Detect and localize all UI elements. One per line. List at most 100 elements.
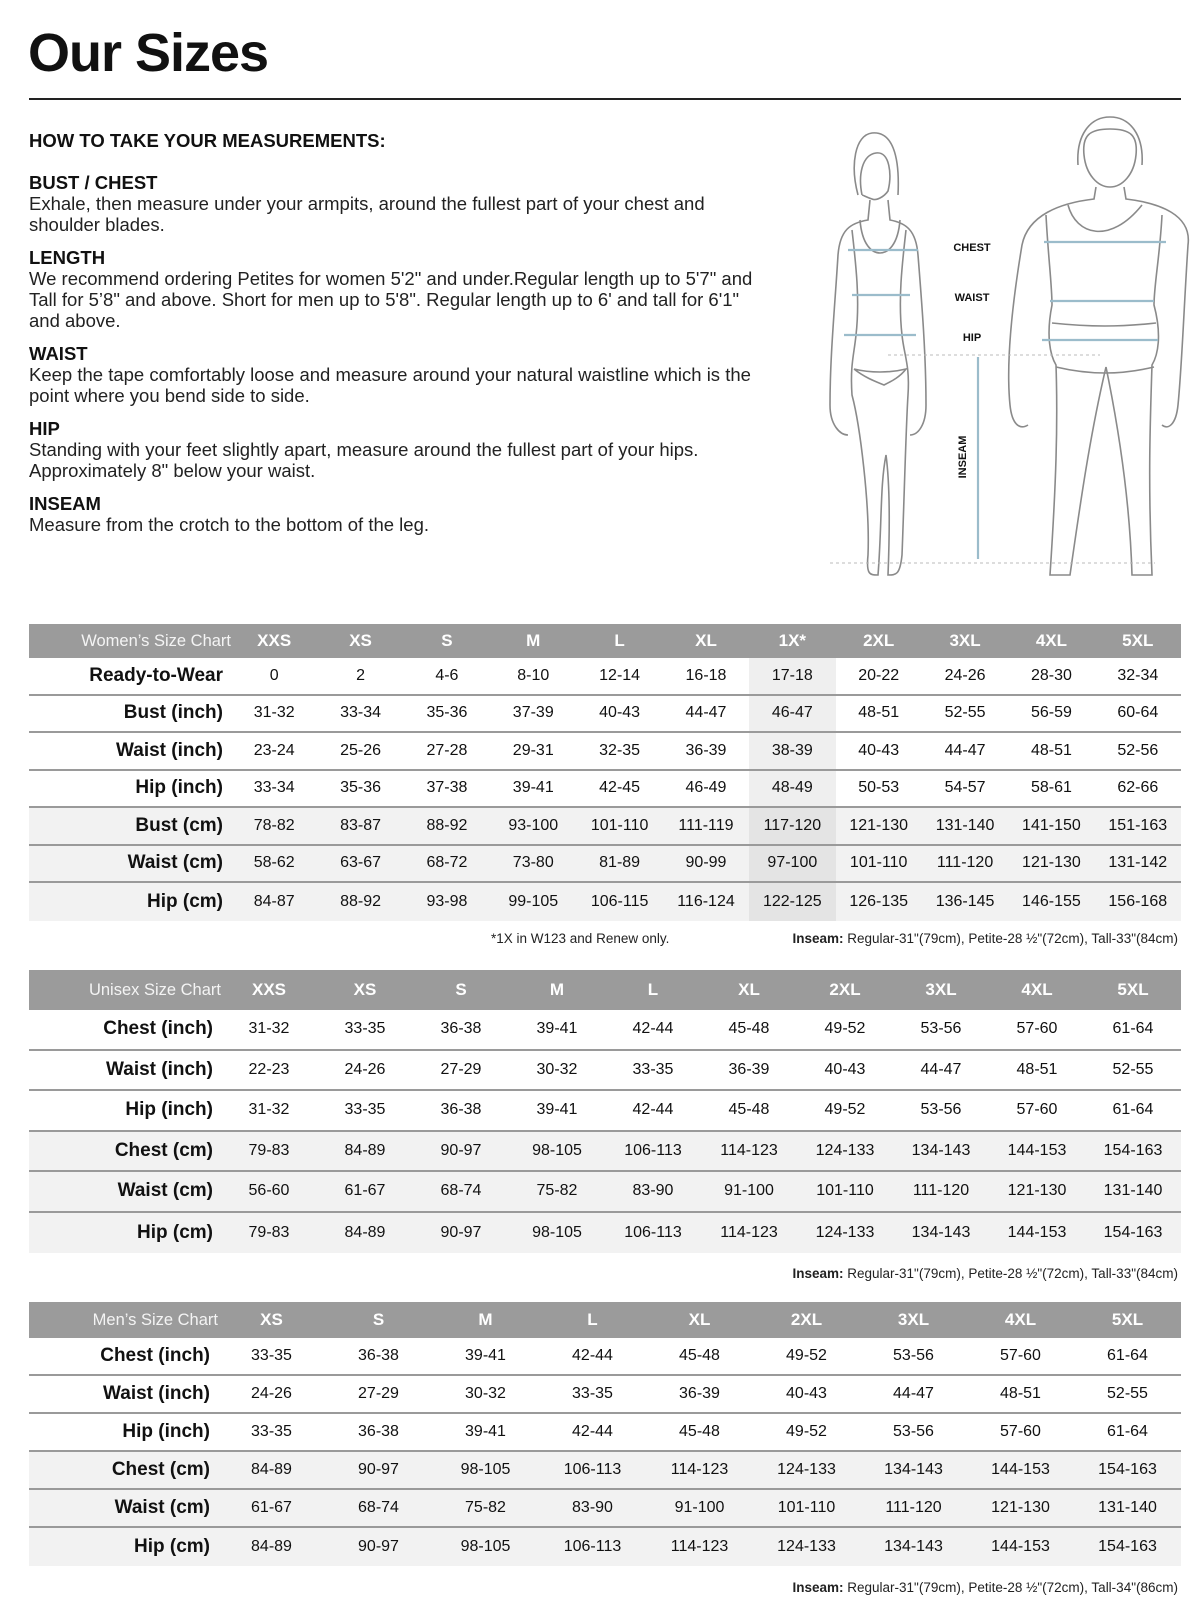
hip-label: HIP	[963, 332, 981, 344]
table-cell: 146-155	[1022, 892, 1081, 910]
waist-label: WAIST	[955, 292, 990, 304]
table-cell: 114-123	[670, 1538, 729, 1555]
womens-footnote: *1X in W123 and Renew only.	[491, 931, 670, 946]
table-cell: 73-80	[512, 854, 554, 872]
table-cell: 46-47	[749, 695, 836, 731]
table-cell: 124-133	[777, 1538, 836, 1555]
size-header: 5XL	[1111, 1310, 1144, 1329]
table-cell: 36-38	[358, 1347, 399, 1364]
section-text: Exhale, then measure under your armpits,…	[29, 193, 705, 235]
size-header: M	[526, 631, 541, 650]
table-cell: 144-153	[991, 1538, 1050, 1555]
table-cell: 35-36	[340, 779, 381, 797]
size-header: 3XL	[949, 631, 981, 650]
table-cell: 23-24	[253, 741, 295, 759]
table-cell: 40-43	[824, 1060, 866, 1078]
row-label: Hip (cm)	[134, 1536, 210, 1557]
table-cell: 39-41	[465, 1347, 506, 1364]
table-cell: 54-57	[944, 779, 986, 797]
table-cell: 134-143	[884, 1461, 943, 1478]
table-cell: 78-82	[253, 816, 295, 834]
table-cell: 61-64	[1107, 1347, 1148, 1364]
body-measurement-illustration: CHEST WAIST HIP INSEAM	[829, 116, 1189, 576]
table-cell: 93-98	[426, 892, 468, 910]
unisex-inseam-note: Inseam: Regular-31"(79cm), Petite-28 ½"(…	[792, 1266, 1178, 1281]
table-row: Hip (inch) 33-35 36-38 39-41 42-44 45-48 49-52…	[29, 1414, 1181, 1452]
table-cell: 101-110	[777, 1499, 836, 1516]
size-header: XL	[688, 1310, 711, 1329]
table-cell: 61-64	[1112, 1101, 1154, 1119]
table-cell: 30-32	[536, 1060, 578, 1078]
size-header: 4XL	[1021, 980, 1053, 999]
measurement-lines	[844, 240, 1166, 559]
table-cell: 32-35	[599, 741, 641, 759]
table-cell: 49-52	[786, 1347, 827, 1364]
table-cell: 39-41	[536, 1101, 578, 1119]
table-cell: 40-43	[858, 741, 900, 759]
table-cell: 36-39	[685, 741, 727, 759]
size-header: 4XL	[1035, 631, 1067, 650]
table-cell: 40-43	[786, 1385, 827, 1402]
section-title: LENGTH	[29, 247, 106, 268]
row-label: Bust (cm)	[135, 814, 223, 836]
table-cell: 90-97	[440, 1141, 482, 1159]
table-cell: 49-52	[824, 1101, 866, 1119]
table-cell: 131-140	[1103, 1182, 1163, 1200]
table-cell: 62-66	[1117, 779, 1159, 797]
size-header: M	[549, 980, 565, 999]
table-cell: 37-39	[512, 704, 554, 722]
table-row: Waist (inch) 23-24 25-26 27-28 29-31 32-35 36-…	[29, 733, 1181, 771]
table-cell: 35-36	[426, 704, 468, 722]
table-cell: 24-26	[344, 1060, 386, 1078]
table-cell: 33-35	[251, 1423, 292, 1440]
table-row: Chest (inch) 33-35 36-38 39-41 42-44 45-48 49-…	[29, 1338, 1181, 1376]
table-cell: 91-100	[724, 1182, 774, 1200]
size-header: 2XL	[863, 631, 895, 650]
table-row: Bust (inch) 31-32 33-34 35-36 37-39 40-43 44-4…	[29, 695, 1181, 733]
table-row: Waist (cm) 61-67 68-74 75-82 83-90 91-100 101-…	[29, 1490, 1181, 1528]
row-label: Waist (inch)	[116, 739, 223, 761]
table-cell: 39-41	[536, 1020, 578, 1038]
table-cell: 48-49	[749, 770, 836, 806]
table-cell: 40-43	[599, 704, 641, 722]
section-text: We recommend ordering Petites for women …	[29, 268, 753, 331]
table-cell: 48-51	[1016, 1060, 1058, 1078]
size-header: XS	[353, 980, 377, 999]
table-cell: 45-48	[679, 1423, 720, 1440]
table-row: Waist (cm) 58-62 63-67 68-72 73-80 81-89 90-99…	[29, 845, 1181, 883]
inseam-label: Inseam:	[792, 1266, 844, 1281]
table-cell: 31-32	[253, 704, 295, 722]
size-header: XXS	[257, 631, 292, 650]
table-cell: 79-83	[248, 1141, 290, 1159]
table-cell: 68-74	[440, 1182, 482, 1200]
table-cell: 98-105	[532, 1223, 582, 1241]
table-cell: 30-32	[465, 1385, 506, 1402]
table-cell: 156-168	[1108, 892, 1168, 910]
table-row: Hip (cm) 84-87 88-92 93-98 99-105 106-115 116-…	[29, 883, 1181, 921]
table-cell: 16-18	[685, 666, 727, 684]
table-cell: 42-44	[572, 1423, 613, 1440]
table-cell: 98-105	[460, 1538, 511, 1555]
table-cell: 131-142	[1108, 854, 1168, 872]
table-row: Hip (cm) 84-89 90-97 98-105 106-113 114-123 12…	[29, 1528, 1181, 1566]
table-cell: 101-110	[590, 816, 649, 834]
table-cell: 88-92	[426, 816, 468, 834]
row-label: Hip (inch)	[125, 1099, 213, 1121]
table-cell: 68-74	[358, 1499, 399, 1516]
table-cell: 61-64	[1112, 1020, 1154, 1038]
table-cell: 42-45	[599, 779, 641, 797]
table-row: Ready-to-Wear 0 2 4-6 8-10 12-14 16-18 17-18 20-…	[29, 658, 1181, 696]
table-cell: 106-115	[590, 892, 649, 910]
guide-section-bust: BUST / CHEST Exhale, then measure under y…	[29, 172, 769, 235]
table-cell: 33-35	[344, 1020, 386, 1038]
measurement-guide: HOW TO TAKE YOUR MEASUREMENTS: BUST / CH…	[29, 130, 769, 547]
table-cell: 53-56	[893, 1423, 934, 1440]
table-cell: 12-14	[599, 666, 641, 684]
row-label: Bust (inch)	[123, 702, 223, 724]
table-cell: 46-49	[685, 779, 727, 797]
table-cell: 154-163	[1098, 1538, 1157, 1555]
womens-inseam-note: Inseam: Regular-31"(79cm), Petite-28 ½"(…	[792, 931, 1178, 946]
table-cell: 49-52	[824, 1020, 866, 1038]
row-label: Chest (inch)	[100, 1345, 210, 1366]
table-cell: 114-123	[720, 1223, 778, 1241]
